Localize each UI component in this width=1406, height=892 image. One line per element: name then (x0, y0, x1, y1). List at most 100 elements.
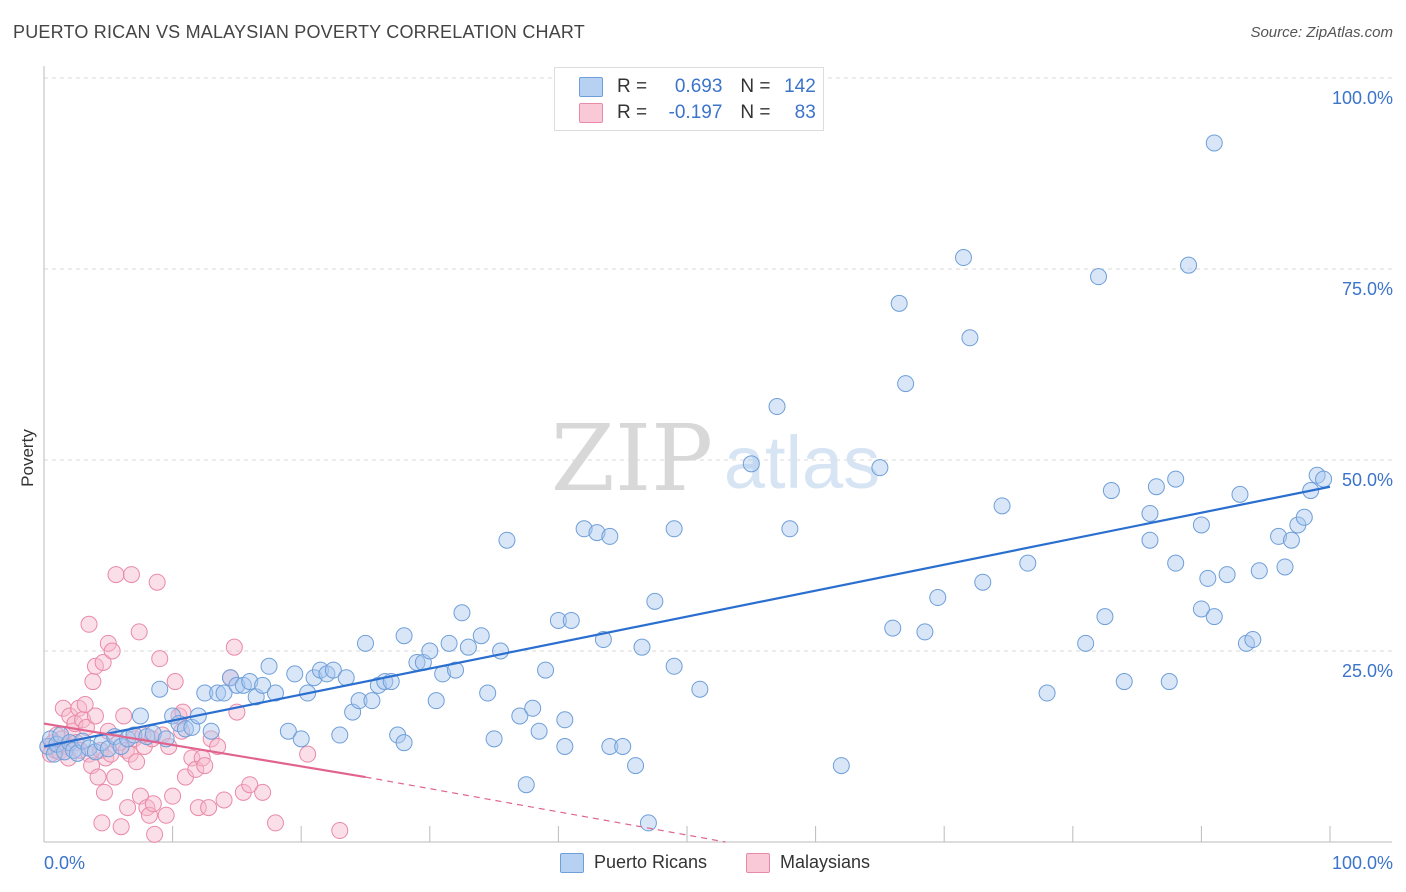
puerto-ricans-point (131, 707, 149, 725)
puerto-ricans-point (929, 589, 947, 607)
r-label: R = (617, 102, 648, 123)
n-label: N = (740, 76, 771, 97)
malaysians-point (80, 615, 98, 633)
puerto-ricans-point (633, 638, 651, 656)
puerto-ricans-point (56, 743, 74, 761)
y-tick-label: 25.0% (1342, 661, 1393, 681)
trend-lines (43, 485, 1331, 843)
puerto-ricans-point (1192, 516, 1210, 534)
puerto-ricans-point (665, 520, 683, 538)
watermark: ZIP atlas (551, 405, 880, 512)
puerto-ricans-point (279, 722, 297, 740)
malaysians-point (89, 768, 107, 786)
puerto-ricans-point (202, 722, 220, 740)
legend-label: Malaysians (780, 852, 871, 872)
puerto-ricans-point (562, 611, 580, 629)
puerto-ricans-point (961, 329, 979, 347)
puerto-ricans-point (485, 730, 503, 748)
puerto-ricans-point (832, 757, 850, 775)
axes (43, 66, 1392, 843)
malaysians-point (331, 822, 349, 840)
puerto-ricans-point (1096, 608, 1114, 626)
r-value: -0.197 (668, 102, 723, 123)
chart-title: PUERTO RICAN VS MALAYSIAN POVERTY CORREL… (13, 22, 585, 42)
puerto-ricans-point (614, 738, 632, 755)
puerto-ricans-point (427, 692, 445, 710)
legend-label: Puerto Ricans (594, 852, 708, 872)
watermark-zip: ZIP (551, 405, 713, 512)
puerto-ricans-point (665, 657, 683, 675)
puerto-ricans-point (627, 757, 645, 775)
malaysians-point (99, 634, 117, 652)
puerto-ricans-point (176, 720, 194, 738)
puerto-ricans-point (594, 631, 612, 649)
blue-swatch (560, 852, 584, 873)
puerto-ricans-point (331, 726, 349, 744)
y-tick-label: 100.0% (1332, 88, 1393, 108)
puerto-ricans-point (1167, 470, 1185, 488)
grid-lines (44, 77, 1392, 652)
legend-row-malaysians: R = -0.197 N = 83 (579, 101, 816, 125)
malaysians-point (209, 738, 227, 755)
puerto-ricans-point (151, 680, 169, 698)
puerto-ricans-point (897, 375, 915, 393)
puerto-ricans-point (884, 619, 902, 637)
puerto-ricans-point (768, 398, 786, 416)
puerto-ricans-point (1180, 256, 1198, 274)
malaysians-trend-line (43, 722, 366, 779)
malaysians-point (241, 776, 259, 794)
puerto-ricans-point (890, 294, 908, 312)
puerto-ricans-point (1231, 485, 1249, 503)
malaysians-point (148, 573, 166, 591)
puerto-ricans-point (537, 661, 555, 679)
legend-item-puerto-ricans: Puerto Ricans (560, 852, 707, 873)
malaysians-point (166, 673, 184, 691)
puerto-ricans-point (447, 661, 465, 679)
puerto-ricans-point (517, 776, 535, 794)
malaysians-point (144, 795, 162, 813)
malaysians-point (266, 814, 284, 832)
puerto-ricans-point (530, 722, 548, 740)
malaysians-point (164, 787, 182, 805)
malaysians-point (140, 806, 158, 824)
source-label: Source: ZipAtlas.com (1250, 24, 1393, 41)
puerto-ricans-point (1282, 531, 1300, 549)
malaysians-point (122, 566, 140, 584)
puerto-ricans-point (45, 745, 63, 763)
puerto-ricans-point (357, 634, 374, 652)
puerto-ricans-point (1205, 134, 1223, 152)
puerto-ricans-point (395, 627, 413, 645)
puerto-ricans-point (871, 459, 889, 477)
puerto-ricans-point (1147, 478, 1165, 496)
n-value: 142 (784, 76, 816, 97)
puerto-ricans-point (209, 684, 227, 702)
malaysians-point (76, 695, 94, 713)
malaysians-point (107, 566, 125, 584)
malaysians-point (94, 653, 112, 671)
puerto-ricans-point (395, 734, 413, 752)
puerto-ricans-point (266, 684, 284, 702)
puerto-ricans-point (556, 738, 574, 755)
puerto-ricans-point (1244, 631, 1262, 649)
watermark-atlas: atlas (724, 421, 880, 504)
puerto-ricans-point (196, 684, 214, 702)
puerto-ricans-point (286, 665, 304, 683)
r-label: R = (617, 76, 648, 97)
puerto-ricans-point (228, 676, 246, 694)
puerto-ricans-point (974, 573, 992, 591)
legend-item-malaysians: Malaysians (746, 852, 870, 873)
puerto-ricans-point (1115, 673, 1133, 691)
puerto-ricans-point (1218, 566, 1236, 584)
puerto-ricans-point (781, 520, 799, 538)
malaysians-point (299, 745, 317, 763)
puerto-ricans-point (575, 520, 593, 538)
malaysians-point (130, 623, 148, 641)
puerto-ricans-point (1038, 684, 1056, 702)
malaysians-point (157, 806, 175, 824)
malaysians-point (95, 783, 113, 801)
puerto-ricans-point (524, 699, 542, 717)
malaysians-point (151, 650, 169, 668)
puerto-ricans-point (742, 455, 760, 473)
puerto-ricans-point (916, 623, 934, 641)
puerto-ricans-point (588, 524, 606, 542)
